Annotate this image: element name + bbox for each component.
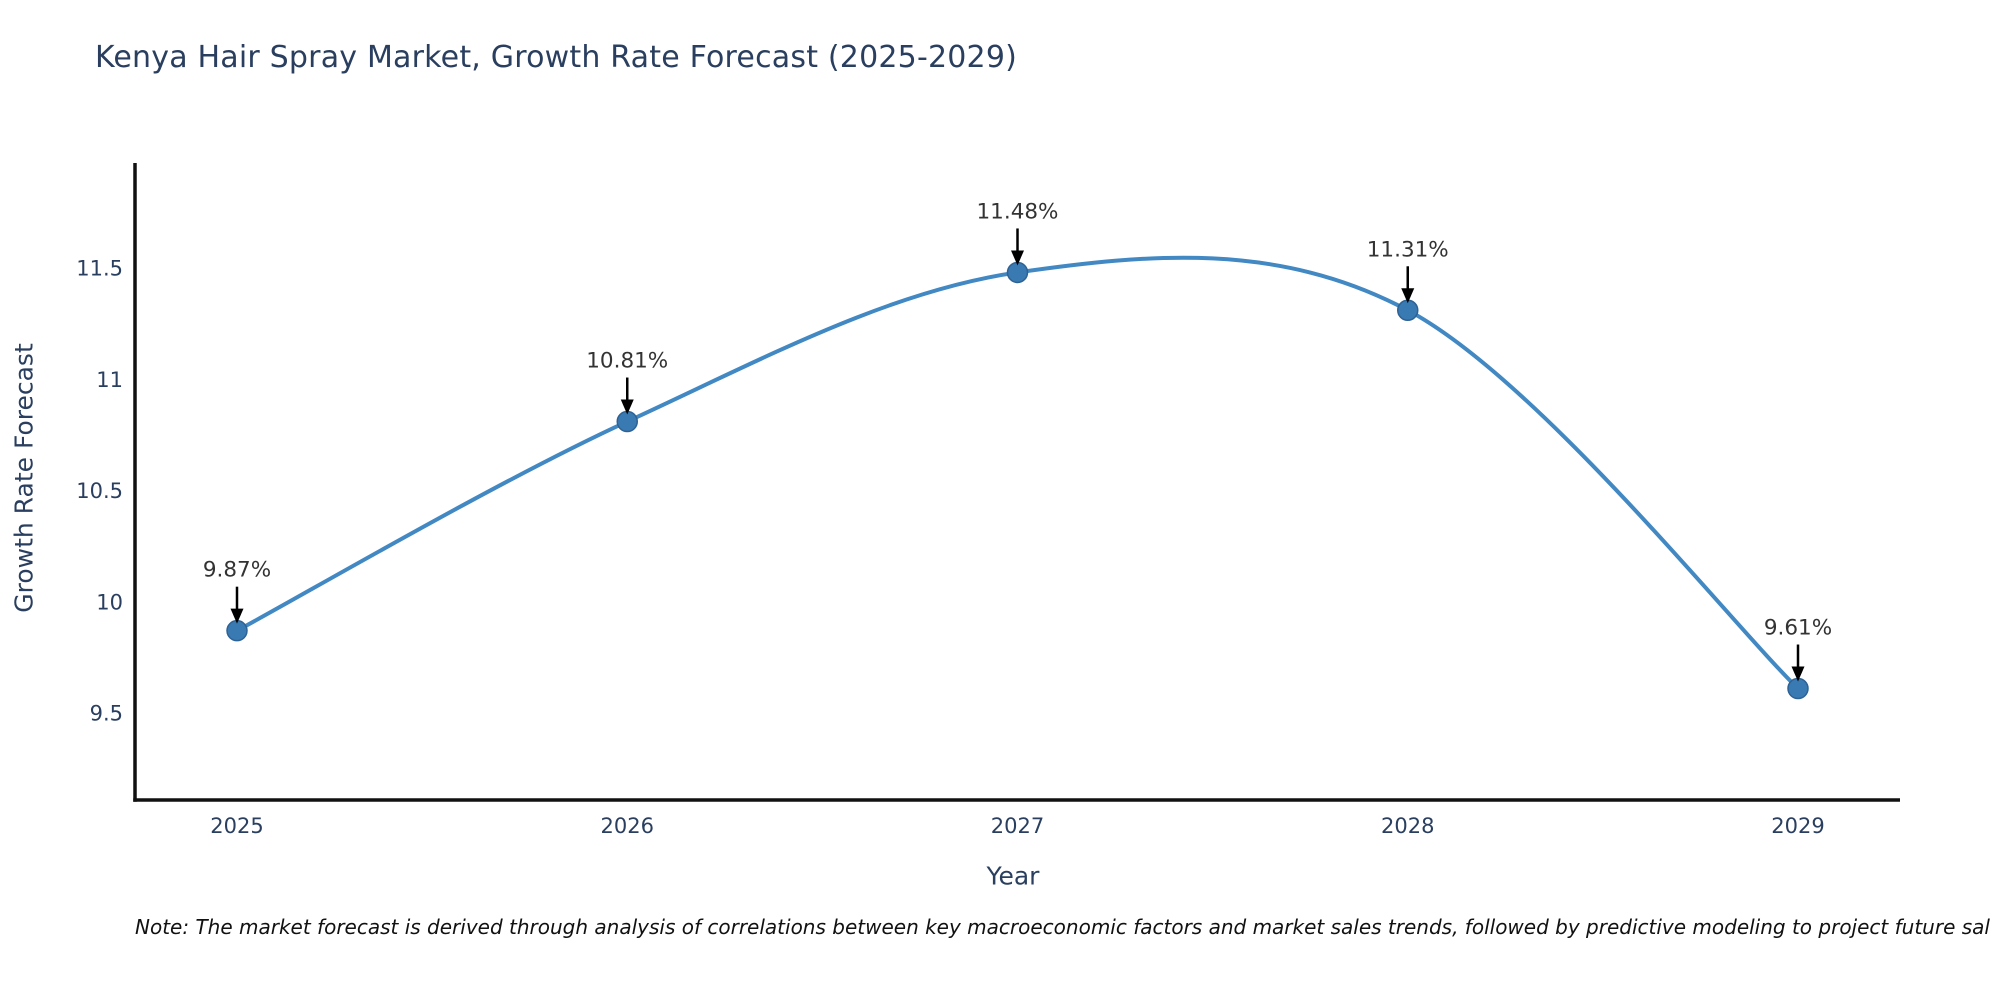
x-axis-title: Year bbox=[986, 861, 1040, 891]
y-tick-label: 10 bbox=[96, 590, 123, 614]
x-tick-label: 2027 bbox=[991, 814, 1044, 838]
chart-title: Kenya Hair Spray Market, Growth Rate For… bbox=[95, 40, 1018, 75]
annotation-label: 11.48% bbox=[977, 199, 1059, 224]
x-tick-label: 2028 bbox=[1381, 814, 1434, 838]
annotation-arrow-head bbox=[1401, 288, 1415, 304]
annotation-label: 9.87% bbox=[203, 558, 271, 583]
annotation-arrow-head bbox=[1791, 666, 1805, 682]
forecast-line bbox=[235, 255, 1800, 691]
x-tick-label: 2026 bbox=[601, 814, 654, 838]
y-tick-label: 10.5 bbox=[76, 479, 123, 503]
annotation-label: 9.61% bbox=[1764, 616, 1832, 641]
annotation-arrow-head bbox=[1011, 250, 1024, 266]
annotation-arrow-head bbox=[620, 399, 634, 415]
annotation-arrow-head bbox=[230, 608, 244, 624]
y-axis-title: Growth Rate Forecast bbox=[9, 343, 39, 613]
y-tick-label: 11 bbox=[96, 368, 123, 392]
footnote: Note: The market forecast is derived thr… bbox=[135, 915, 1990, 939]
x-tick-label: 2025 bbox=[210, 814, 263, 838]
y-tick-label: 9.5 bbox=[90, 702, 123, 726]
x-tick-label: 2029 bbox=[1771, 814, 1824, 838]
annotation-label: 10.81% bbox=[586, 349, 668, 374]
annotation-label: 11.31% bbox=[1367, 237, 1449, 262]
y-tick-label: 11.5 bbox=[76, 257, 123, 281]
